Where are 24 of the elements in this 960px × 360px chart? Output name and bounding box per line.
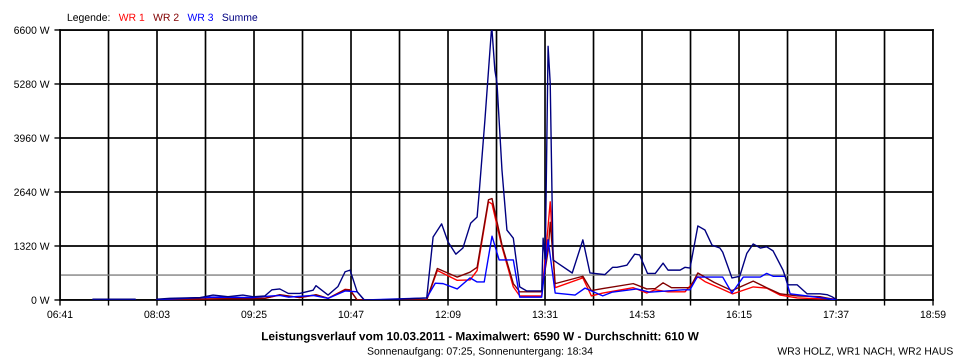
x-tick-label: 18:59 — [920, 310, 946, 318]
x-tick-label: 17:37 — [824, 310, 849, 318]
x-tick-label: 12:09 — [436, 310, 461, 318]
legend-title: Legende: — [68, 13, 110, 24]
x-tick-label: 09:25 — [241, 310, 267, 318]
y-tick-label: 1320 W — [14, 242, 50, 250]
text: Sonnenaufgang: 07:25, Sonnenuntergang: 18:34 — [368, 347, 593, 357]
x-tick-label: 13:31 — [532, 310, 558, 318]
x-tick-label: 16:15 — [726, 310, 752, 318]
text: Leistungsverlauf vom 10.03.2011 - Maximalwert: 6590 W - Durchschnitt: 610 W — [262, 332, 699, 343]
y-tick-label: 0 W — [31, 296, 50, 304]
y-tick-label: 2640 W — [14, 188, 50, 196]
x-tick-label: 14:53 — [630, 310, 655, 318]
text: Summe — [222, 14, 258, 21]
y-tick-label: 3960 W — [14, 134, 50, 142]
x-tick-label: 08:03 — [144, 310, 170, 318]
y-tick-label: 5280 W — [14, 80, 50, 88]
y-tick-label: 6600 W — [14, 26, 50, 34]
text: WR 2 — [153, 14, 179, 21]
x-tick-label: 10:47 — [338, 310, 364, 318]
x-tick-label: 06:41 — [47, 310, 73, 318]
text: WR3 HOLZ, WR1 NACH, WR2 HAUS — [777, 347, 953, 356]
text: WR 1 — [118, 14, 144, 21]
text: WR 3 — [188, 14, 214, 21]
